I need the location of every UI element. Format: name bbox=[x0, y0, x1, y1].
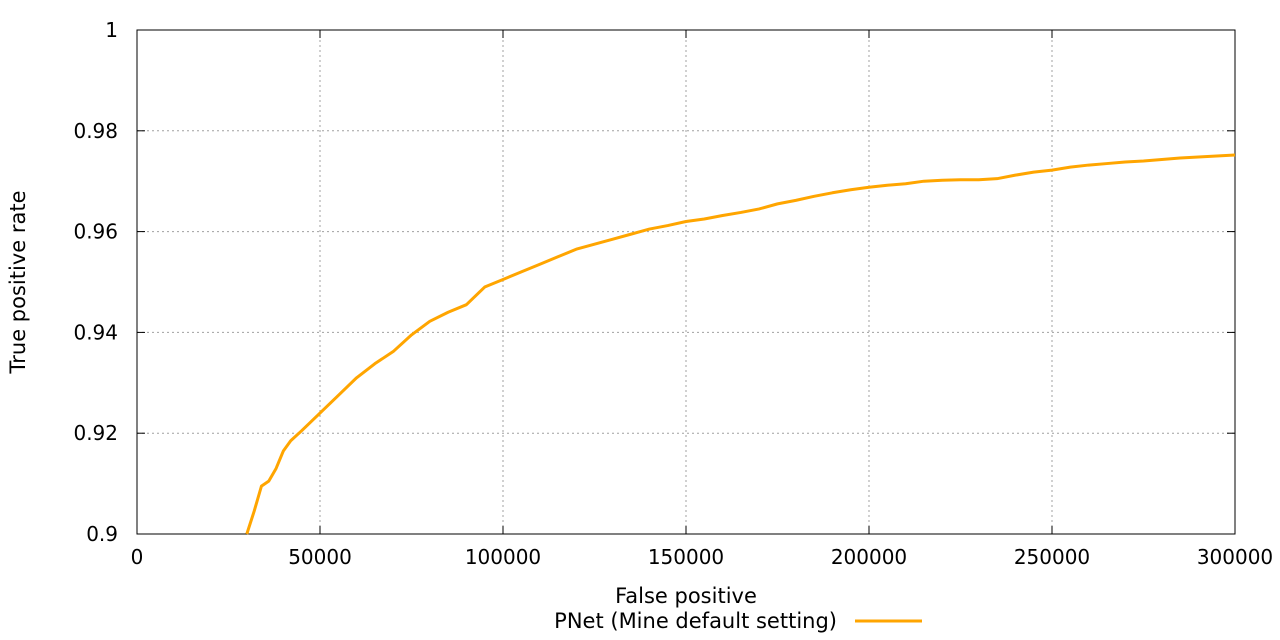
y-tick-label: 1 bbox=[105, 18, 118, 42]
x-tick-label: 150000 bbox=[648, 545, 724, 569]
series-line bbox=[245, 153, 1236, 535]
y-tick-label: 0.98 bbox=[73, 119, 118, 143]
series-layer bbox=[245, 153, 1236, 535]
y-axis-title: True positive rate bbox=[6, 191, 30, 375]
y-tick-label: 0.92 bbox=[73, 421, 118, 445]
x-tick-label: 50000 bbox=[288, 545, 352, 569]
x-tick-label: 300000 bbox=[1197, 545, 1273, 569]
legend-label: PNet (Mine default setting) bbox=[554, 609, 837, 633]
plot-frame bbox=[136, 29, 1236, 535]
y-tick-label: 0.9 bbox=[86, 522, 118, 546]
x-tick-label: 100000 bbox=[465, 545, 541, 569]
x-tick-label: 200000 bbox=[831, 545, 907, 569]
legend: PNet (Mine default setting) bbox=[554, 609, 922, 633]
grid bbox=[137, 30, 1235, 534]
x-tick-label: 0 bbox=[131, 545, 144, 569]
axis-ticks: 0 50000 100000 150000 200000 250000 300000 0.9 0… bbox=[73, 18, 1273, 569]
y-tick-label: 0.96 bbox=[73, 220, 118, 244]
y-tick-label: 0.94 bbox=[73, 320, 118, 344]
x-tick-label: 250000 bbox=[1014, 545, 1090, 569]
x-axis-title: False positive bbox=[615, 584, 757, 608]
